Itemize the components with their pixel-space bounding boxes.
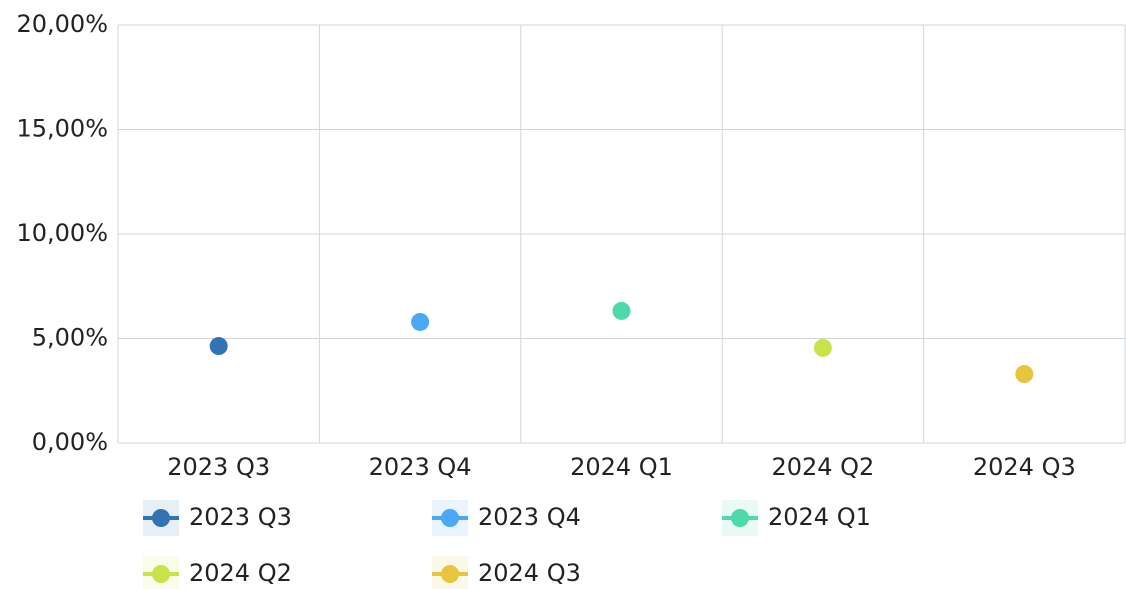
x-tick-label: 2024 Q3 (973, 453, 1076, 481)
data-point (813, 338, 832, 357)
x-tick-label: 2023 Q4 (369, 453, 472, 481)
legend-label: 2023 Q4 (478, 503, 581, 531)
y-tick-label: 15,00% (16, 115, 108, 143)
x-tick-label: 2023 Q3 (167, 453, 270, 481)
legend-swatch-dot (152, 509, 170, 527)
y-tick-label: 20,00% (16, 10, 108, 38)
y-tick-label: 5,00% (32, 324, 108, 352)
data-point (209, 337, 228, 356)
data-point (411, 312, 430, 331)
legend-label: 2024 Q1 (768, 503, 871, 531)
data-point (612, 301, 631, 320)
legend-label: 2024 Q3 (478, 559, 581, 587)
x-tick-label: 2024 Q1 (570, 453, 673, 481)
legend-swatch-dot (731, 509, 749, 527)
legend-label: 2023 Q3 (189, 503, 292, 531)
legend-swatch-dot (441, 509, 459, 527)
legend-label: 2024 Q2 (189, 559, 292, 587)
x-tick-label: 2024 Q2 (771, 453, 874, 481)
legend-swatch-dot (152, 565, 170, 583)
y-tick-label: 10,00% (16, 219, 108, 247)
data-point (1015, 365, 1034, 384)
y-tick-label: 0,00% (32, 428, 108, 456)
legend-swatch-dot (441, 565, 459, 583)
